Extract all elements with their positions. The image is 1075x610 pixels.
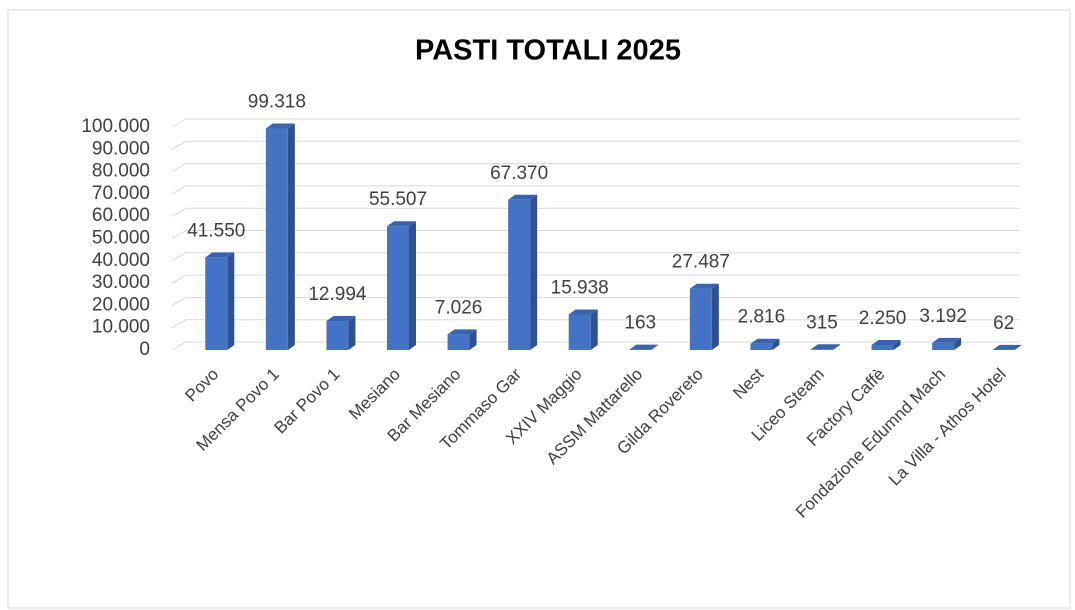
bar-side [287,123,295,350]
grid-line [171,252,1020,262]
bar-top [265,123,295,129]
grid-line [171,118,1020,128]
bar-side [469,329,477,350]
bar-top [871,339,901,345]
y-tick-label: 30.000 [92,272,150,293]
bar-side [954,337,962,350]
bar [265,128,288,350]
bar-top [629,344,659,350]
value-label: 3.192 [919,306,967,327]
bar [750,343,773,350]
bar-side [409,221,416,350]
bar-top [811,344,840,350]
bar-top [387,221,416,227]
y-tick-label: 20.000 [92,294,150,315]
bar-top [447,329,477,335]
bar-side [772,338,780,350]
bar-side [590,309,598,350]
bar [689,288,712,350]
bar-top [932,337,962,343]
grid-line [171,163,1020,173]
value-label: 2.816 [738,307,786,328]
bar-side [893,339,901,350]
value-label: 12.994 [308,284,367,305]
bar [871,344,894,350]
grid-line [171,207,1020,217]
bar-side [1014,344,1022,350]
bar-top [750,338,780,344]
value-label: 55.507 [369,189,427,210]
y-tick-label: 70.000 [92,183,150,204]
value-label: 27.487 [672,252,730,273]
value-label: 41.550 [187,220,245,241]
bar-side [833,344,840,350]
bar [447,334,470,350]
value-label: 62 [993,313,1014,334]
y-tick-label: 40.000 [92,250,150,271]
bar-top [205,252,235,258]
bar-top [992,344,1022,350]
value-label: 15.938 [551,277,609,298]
y-tick-label: 100.000 [81,116,150,137]
bar-side [348,316,356,350]
grid-line [171,296,1020,306]
bar [508,199,531,350]
bar-top [689,283,719,289]
value-label: 2.250 [859,308,907,329]
bar-top [508,194,538,200]
bar [811,349,833,350]
bar [387,226,409,350]
bar [205,257,228,350]
grid-line [171,274,1020,284]
bar [932,342,955,350]
grid-line [171,140,1020,150]
y-tick-label: 0 [139,339,150,360]
value-label: 67.370 [490,163,548,184]
bar-side [227,252,235,350]
bar [568,314,591,350]
grid-line [171,185,1020,195]
value-label: 163 [624,313,656,334]
value-label: 7.026 [435,297,483,318]
bar-side [651,344,659,350]
bar-top [326,316,356,322]
grid-line [171,341,1020,351]
chart-title: PASTI TOTALI 2025 [415,35,681,67]
bar [326,321,349,350]
y-tick-label: 50.000 [92,228,150,249]
bar-side [530,194,538,350]
grid-line [171,230,1020,239]
bar-side [711,283,719,350]
y-tick-label: 90.000 [92,138,150,159]
bar-top [568,309,598,315]
y-tick-label: 60.000 [92,205,150,226]
y-tick-label: 80.000 [92,161,150,182]
grid-line [171,319,1020,329]
y-tick-label: 10.000 [92,317,150,338]
value-label: 99.318 [248,92,306,113]
value-label: 315 [806,312,838,333]
chart-frame [7,9,1071,609]
